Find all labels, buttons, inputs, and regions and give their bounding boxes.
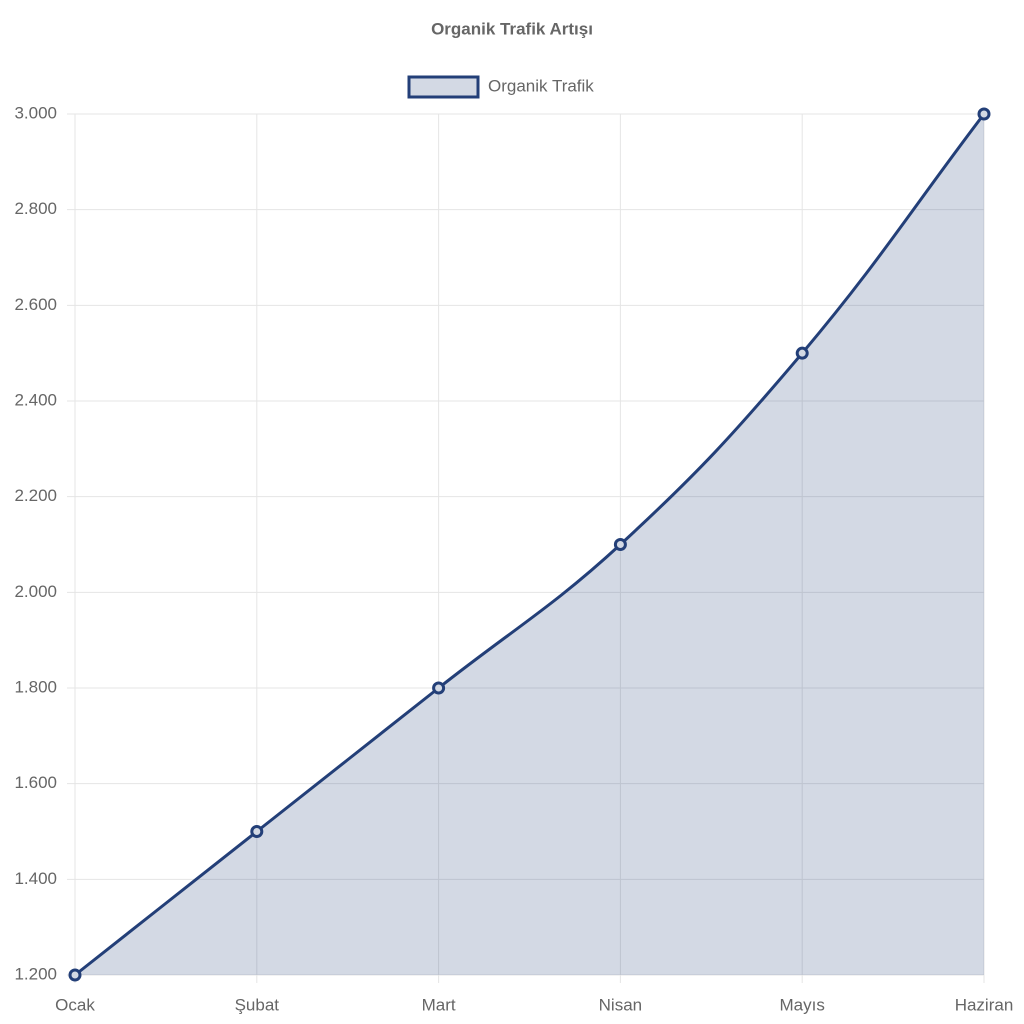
y-tick-label: 1.200 xyxy=(14,964,57,983)
point xyxy=(432,681,446,695)
point xyxy=(613,538,627,551)
point xyxy=(977,107,991,121)
line xyxy=(74,113,986,977)
chart-title: Organik Trafik Artışı xyxy=(431,19,593,38)
legend-swatch xyxy=(407,75,480,99)
point xyxy=(250,825,264,838)
point xyxy=(795,346,809,360)
y-tick-label: 2.000 xyxy=(14,582,57,601)
point xyxy=(68,968,82,982)
y-tick-label: 2.400 xyxy=(14,390,57,409)
x-tick-label: Haziran xyxy=(955,995,1014,1014)
area xyxy=(75,114,984,975)
legend-label: Organik Trafik xyxy=(488,76,594,95)
x-tick-label: Nisan xyxy=(599,995,642,1014)
y-tick-label: 1.400 xyxy=(14,869,57,888)
x-tick-label: Şubat xyxy=(235,995,280,1014)
y-tick-label: 2.200 xyxy=(14,486,57,505)
y-tick-label: 1.600 xyxy=(14,773,57,792)
y-tick-label: 3.000 xyxy=(14,103,57,122)
y-tick-label: 2.800 xyxy=(14,199,57,218)
x-tick-label: Mayıs xyxy=(780,995,825,1014)
y-tick-label: 2.600 xyxy=(14,295,57,314)
y-tick-label: 1.800 xyxy=(14,677,57,696)
x-tick-label: Ocak xyxy=(55,995,95,1014)
x-tick-label: Mart xyxy=(422,995,456,1014)
